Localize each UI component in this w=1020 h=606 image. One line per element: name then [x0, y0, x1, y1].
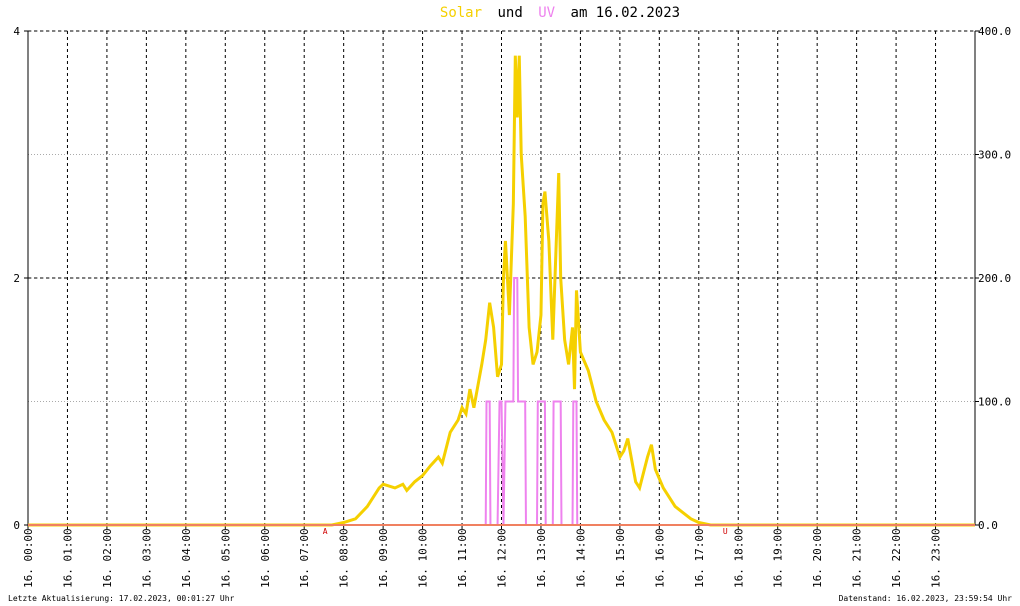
y-tick-label: 4	[13, 25, 20, 38]
footer-left: Letzte Aktualisierung: 17.02.2023, 00:01…	[8, 594, 235, 603]
title-date: am 16.02.2023	[571, 5, 681, 21]
x-tick-label: 16. 10:00	[417, 528, 430, 588]
x-tick-label: 16. 01:00	[61, 528, 74, 588]
annotation: U	[723, 527, 728, 536]
y2-tick-label: 100.0	[978, 396, 1011, 409]
x-tick-label: 16. 19:00	[772, 528, 785, 588]
x-tick-label: 16. 00:00	[22, 528, 35, 588]
x-tick-label: 16. 07:00	[298, 528, 311, 588]
series-line	[28, 55, 975, 527]
x-tick-label: 16. 15:00	[614, 528, 627, 588]
x-tick-label: 16. 13:00	[535, 528, 548, 588]
y-tick-label: 2	[13, 272, 20, 285]
x-tick-label: 16. 08:00	[338, 528, 351, 588]
x-tick-label: 16. 09:00	[377, 528, 390, 588]
x-tick-label: 16. 02:00	[101, 528, 114, 588]
x-tick-label: 16. 06:00	[259, 528, 272, 588]
footer-right: Datenstand: 16.02.2023, 23:59:54 Uhr	[839, 594, 1013, 603]
x-tick-label: 16. 23:00	[930, 528, 943, 588]
chart-title: Solar und UV am 16.02.2023	[440, 5, 680, 21]
y2-tick-label: 400.0	[978, 25, 1011, 38]
x-tick-label: 16. 18:00	[732, 528, 745, 588]
x-tick-label: 16. 11:00	[456, 528, 469, 588]
x-tick-label: 16. 21:00	[851, 528, 864, 588]
x-tick-label: 16. 22:00	[890, 528, 903, 588]
x-tick-label: 16. 12:00	[496, 528, 509, 588]
x-tick-label: 16. 04:00	[180, 528, 193, 588]
y2-tick-label: 200.0	[978, 272, 1011, 285]
x-tick-label: 16. 17:00	[693, 528, 706, 588]
title-join: und	[497, 5, 522, 21]
title-solar: Solar	[440, 5, 482, 21]
y2-tick-label: 0.0	[978, 519, 998, 532]
x-tick-label: 16. 14:00	[574, 528, 587, 588]
title-uv: UV	[538, 5, 555, 21]
x-tick-label: 16. 16:00	[653, 528, 666, 588]
annotation: A	[323, 527, 328, 536]
x-tick-label: 16. 20:00	[811, 528, 824, 588]
x-tick-label: 16. 03:00	[140, 528, 153, 588]
x-tick-label: 16. 05:00	[219, 528, 232, 588]
y2-tick-label: 300.0	[978, 149, 1011, 162]
y-tick-label: 0	[13, 519, 20, 532]
